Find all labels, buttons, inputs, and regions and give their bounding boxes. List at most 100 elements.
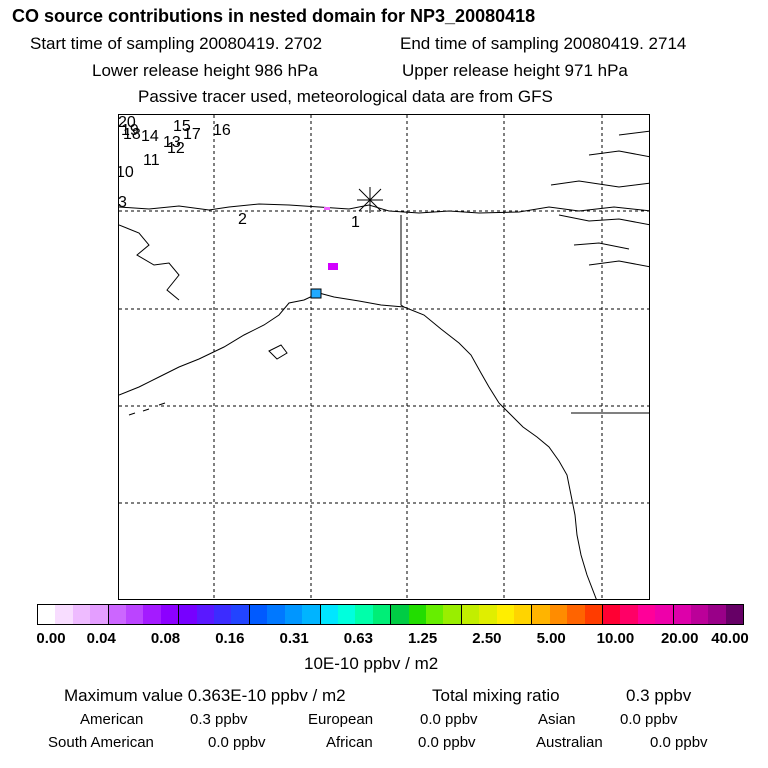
colorbar-tick-label: 0.63: [343, 630, 373, 647]
max-value-label: Maximum value 0.363E-10 ppbv / m2: [64, 686, 346, 705]
lower-release-label: Lower release height 986 hPa: [92, 61, 318, 80]
trajectory-label: 12: [167, 140, 185, 157]
end-time-label: End time of sampling 20080419. 2714: [400, 34, 687, 53]
colorbar-cell: [319, 605, 338, 624]
colorbar-cell: [725, 605, 744, 624]
upper-release-label: Upper release height 971 hPa: [402, 61, 628, 80]
island-coast: [550, 180, 649, 188]
colorbar-cell: [372, 605, 391, 624]
colorbar-tick-label: 0.16: [215, 630, 245, 647]
plume-cell: [328, 263, 338, 270]
colorbar-cell: [637, 605, 656, 624]
total-mixing-value: 0.3 ppbv: [626, 686, 692, 705]
island-coast: [618, 130, 649, 136]
pacific-coastline: [498, 402, 597, 599]
tracer-note: Passive tracer used, meteorological data…: [138, 87, 553, 106]
kodiak-island: [268, 344, 288, 360]
colorbar-cell: [231, 605, 249, 624]
colorbar-cell: [55, 605, 73, 624]
plume-cell: [310, 288, 322, 299]
colorbar-tick-label: 0.04: [86, 630, 116, 647]
graticule: [119, 115, 649, 599]
colorbar-cell: [72, 605, 91, 624]
colorbar-tick-label: 1.25: [408, 630, 438, 647]
region-value: 0.0 ppbv: [620, 711, 678, 728]
trajectory-label: 11: [143, 152, 160, 169]
colorbar-cell: [160, 605, 179, 624]
colorbar-cell: [90, 605, 108, 624]
alaska-peninsula-coast: [119, 292, 320, 396]
trajectory-label: 14: [141, 128, 159, 145]
island-coast: [558, 214, 649, 226]
colorbar-cell: [496, 605, 514, 624]
region-value: 0.0 ppbv: [420, 711, 478, 728]
start-time-label: Start time of sampling 20080419. 2702: [30, 34, 323, 53]
map-panel: 20 19 18 14 15 13 12 17 16 11 10 3 2 1: [118, 114, 650, 600]
colorbar-cell: [196, 605, 215, 624]
region-value: 0.3 ppbv: [190, 711, 248, 728]
island-coast: [588, 260, 649, 268]
trajectory-label: 20: [119, 115, 136, 131]
colorbar-tick-label: 0.00: [36, 630, 66, 647]
colorbar-tick-label: 0.31: [279, 630, 309, 647]
total-mixing-label: Total mixing ratio: [432, 686, 560, 705]
trajectory-label: 1: [351, 214, 360, 231]
colorbar-cell: [38, 605, 56, 624]
colorbar-units: 10E-10 ppbv / m2: [304, 654, 439, 673]
colorbar-cell: [549, 605, 568, 624]
alaska-canada-border: [400, 215, 405, 308]
colorbar-cell: [584, 605, 602, 624]
region-name: Asian: [538, 711, 576, 728]
region-value: 0.0 ppbv: [650, 734, 708, 751]
colorbar-cell: [126, 605, 144, 624]
colorbar-cell: [479, 605, 497, 624]
colorbar-cell: [302, 605, 320, 624]
colorbar-cell: [178, 605, 197, 624]
colorbar-cell: [567, 605, 585, 624]
colorbar-cell: [337, 605, 356, 624]
colorbar-tick-label: 10.00: [596, 630, 635, 647]
receptor-marker-icon: [357, 187, 383, 213]
plume-cell: [324, 207, 330, 210]
trajectory-labels: 20 19 18 14 15 13 12 17 16 11 10 3 2 1: [119, 115, 360, 231]
colorbar-tick-label: 40.00: [711, 630, 749, 647]
colorbar-cell: [107, 605, 127, 624]
colorbar-cell: [672, 605, 692, 624]
colorbar-tick-label: 0.08: [150, 630, 181, 647]
trajectory-label: 13: [163, 134, 181, 151]
colorbar-cell: [691, 605, 709, 624]
colorbar-cell: [284, 605, 303, 624]
colorbar-cell: [425, 605, 444, 624]
colorbar-cell: [390, 605, 409, 624]
colorbar-tick-label: 2.50: [472, 630, 502, 647]
island-coast: [588, 150, 649, 158]
arctic-coastline: [119, 203, 649, 214]
gulf-of-alaska-coast: [318, 292, 500, 404]
colorbar-cell: [143, 605, 161, 624]
colorbar-cell: [708, 605, 726, 624]
trajectory-label: 15: [173, 118, 191, 135]
trajectory-label: 17: [183, 126, 201, 143]
trajectory-label: 3: [119, 194, 127, 211]
map-canvas: 20 19 18 14 15 13 12 17 16 11 10 3 2 1: [119, 115, 649, 599]
region-name: South American: [48, 734, 154, 751]
colorbar-cell: [214, 605, 232, 624]
colorbar-cell: [355, 605, 373, 624]
map-title: CO source contributions in nested domain…: [12, 6, 536, 26]
colorbar-tick-label: 20.00: [660, 630, 699, 647]
trajectory-label: 2: [238, 211, 247, 228]
colorbar-cell: [602, 605, 621, 624]
region-name: European: [308, 711, 374, 728]
region-value: 0.0 ppbv: [208, 734, 266, 751]
colorbar-cell: [531, 605, 550, 624]
colorbar-cell: [460, 605, 480, 624]
island-coast: [573, 242, 630, 250]
coastlines: [119, 130, 649, 599]
colorbar-cell: [408, 605, 426, 624]
colorbar: [37, 604, 744, 625]
region-name: Australian: [536, 734, 603, 751]
colorbar-cell: [248, 605, 268, 624]
trajectory-label: 16: [213, 122, 231, 139]
region-value: 0.0 ppbv: [418, 734, 476, 751]
colorbar-cell: [620, 605, 638, 624]
